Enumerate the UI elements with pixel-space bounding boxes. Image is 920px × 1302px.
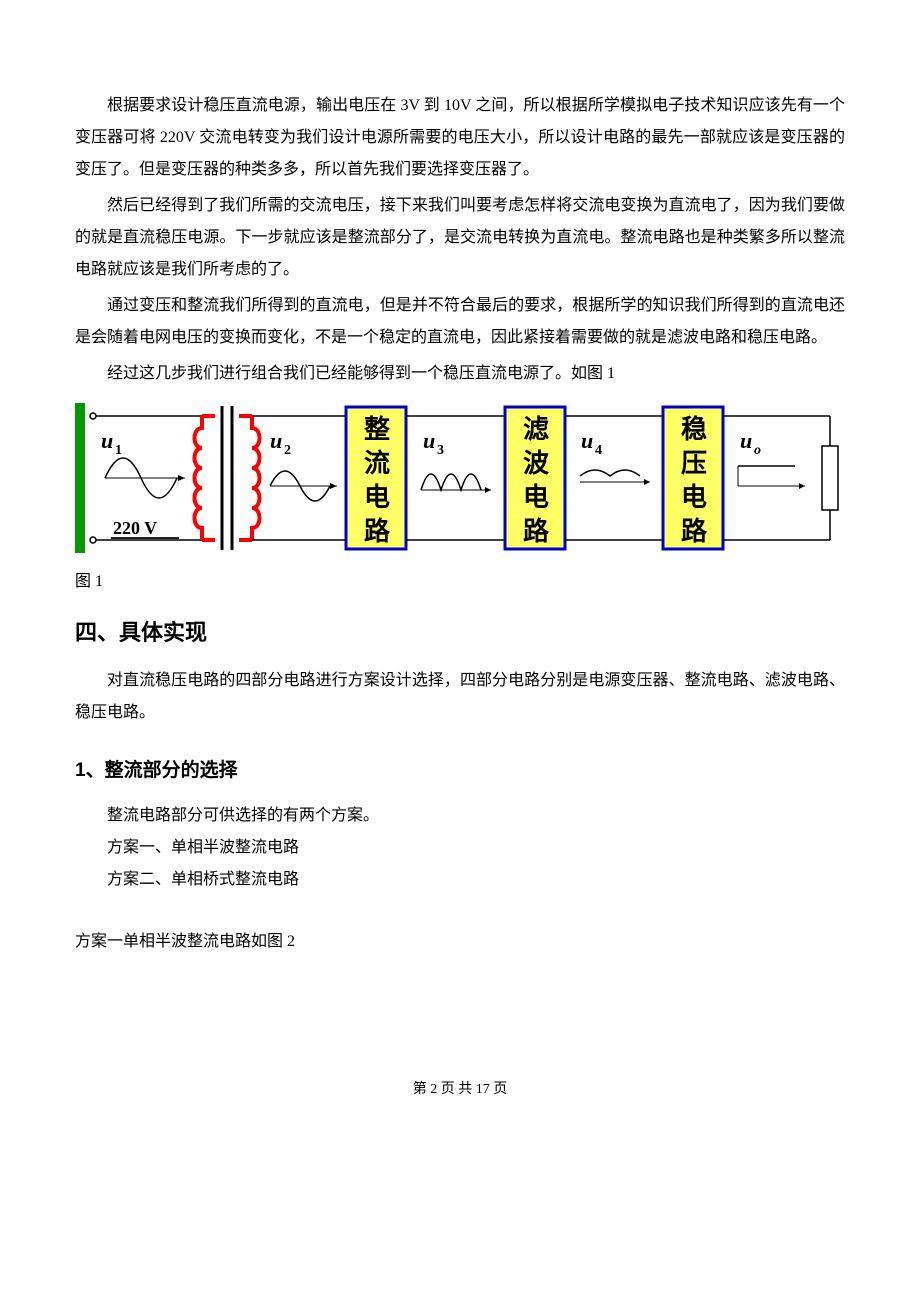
svg-text:电: 电 xyxy=(523,483,549,512)
svg-text:波: 波 xyxy=(523,449,550,478)
figure-1-caption: 图 1 xyxy=(75,567,845,591)
svg-text:o: o xyxy=(754,443,761,458)
svg-text:1: 1 xyxy=(115,443,122,458)
paragraph-1: 根据要求设计稳压直流电源，输出电压在 3V 到 10V 之间，所以根据所学模拟电… xyxy=(75,90,845,186)
svg-text:u: u xyxy=(270,428,282,453)
option-1: 方案一、单相半波整流电路 xyxy=(75,832,845,864)
section-4-para: 对直流稳压电路的四部分电路进行方案设计选择，四部分电路分别是电源变压器、整流电路… xyxy=(75,665,845,729)
svg-text:u: u xyxy=(423,428,435,453)
svg-text:220 V: 220 V xyxy=(113,518,157,538)
paragraph-2: 然后已经得到了我们所需的交流电压，接下来我们叫要考虑怎样将交流电变换为直流电了，… xyxy=(75,190,845,286)
section-4-heading: 四、具体实现 xyxy=(75,615,845,647)
svg-text:u: u xyxy=(740,428,752,453)
svg-text:电: 电 xyxy=(364,483,390,512)
svg-text:稳: 稳 xyxy=(681,414,707,444)
svg-text:2: 2 xyxy=(284,443,291,458)
svg-text:流: 流 xyxy=(364,449,390,478)
svg-text:路: 路 xyxy=(523,516,550,546)
subsection-1-heading: 1、整流部分的选择 xyxy=(75,755,845,782)
paragraph-4: 经过这几步我们进行组合我们已经能够得到一个稳压直流电源了。如图 1 xyxy=(75,358,845,390)
page-footer: 第 2 页 共 17 页 xyxy=(75,1078,845,1098)
svg-text:路: 路 xyxy=(681,516,708,546)
option-2: 方案二、单相桥式整流电路 xyxy=(75,864,845,896)
subsection-1-intro: 整流电路部分可供选择的有两个方案。 xyxy=(75,800,845,832)
svg-text:压: 压 xyxy=(681,449,707,478)
paragraph-3: 通过变压和整流我们所得到的直流电，但是并不符合最后的要求，根据所学的知识我们所得… xyxy=(75,290,845,354)
svg-text:u: u xyxy=(101,428,113,453)
svg-text:3: 3 xyxy=(437,443,444,458)
svg-text:整: 整 xyxy=(364,414,390,444)
svg-text:4: 4 xyxy=(595,443,602,458)
svg-text:滤: 滤 xyxy=(523,415,549,444)
figure-2-reference: 方案一单相半波整流电路如图 2 xyxy=(75,926,845,958)
svg-text:u: u xyxy=(581,428,593,453)
svg-text:电: 电 xyxy=(681,483,707,512)
figure-1-diagram: u 1 220 V u 2 xyxy=(75,398,845,563)
svg-text:路: 路 xyxy=(364,516,391,546)
